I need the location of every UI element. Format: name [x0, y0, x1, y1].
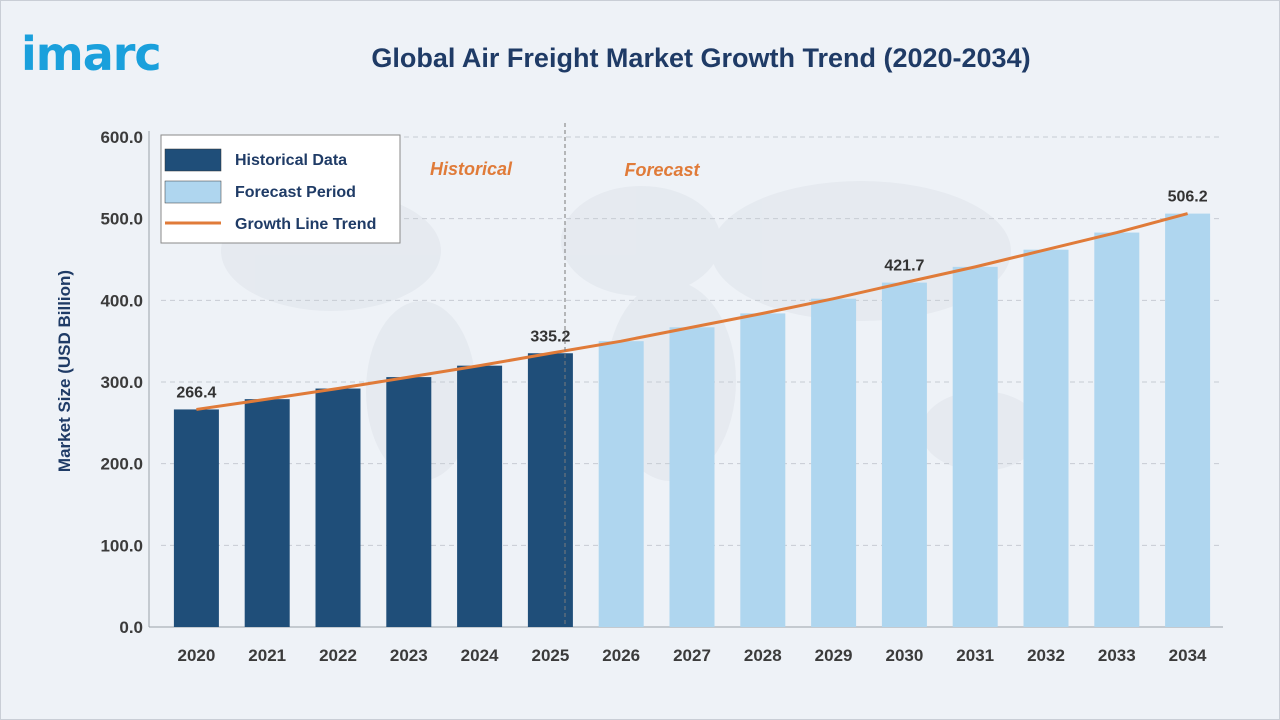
data-labels: 266.4 335.2 421.7 506.2: [176, 189, 1207, 402]
bar-forecast: [952, 266, 998, 627]
y-tick-label: 0.0: [119, 618, 143, 637]
historical-region-label: Historical: [430, 159, 513, 179]
bar-historical: [386, 377, 432, 627]
y-tick-label: 100.0: [100, 536, 143, 555]
legend-label-historical: Historical Data: [235, 152, 347, 169]
bar-historical: [527, 353, 573, 627]
imarc-logo: imarc: [21, 27, 162, 81]
x-tick-label: 2021: [248, 646, 286, 665]
y-tick-label: 500.0: [100, 210, 143, 229]
y-axis-title: Market Size (USD Billion): [55, 270, 74, 472]
data-label: 506.2: [1168, 189, 1208, 206]
bar-historical: [457, 365, 503, 627]
bar-historical: [244, 399, 290, 627]
y-tick-label: 300.0: [100, 373, 143, 392]
y-tick-label: 400.0: [100, 291, 143, 310]
legend-label-forecast: Forecast Period: [235, 184, 356, 201]
x-tick-label: 2020: [177, 646, 215, 665]
legend-label-trend: Growth Line Trend: [235, 216, 376, 233]
y-tick-label: 200.0: [100, 455, 143, 474]
x-tick-label: 2032: [1027, 646, 1065, 665]
data-label: 266.4: [176, 384, 216, 401]
bars: [173, 213, 1211, 628]
x-tick-label: 2034: [1169, 646, 1207, 665]
bar-forecast: [1165, 213, 1211, 627]
x-tick-label: 2030: [885, 646, 923, 665]
bar-historical: [315, 388, 361, 627]
x-tick-label: 2026: [602, 646, 640, 665]
x-axis: 2020 2021 2022 2023 2024 2025 2026 2027 2028 2029…: [177, 646, 1207, 665]
bar-forecast: [740, 313, 786, 627]
bar-forecast: [669, 327, 715, 627]
x-tick-label: 2023: [390, 646, 428, 665]
x-tick-label: 2027: [673, 646, 711, 665]
data-label: 335.2: [530, 328, 570, 345]
x-tick-label: 2029: [815, 646, 853, 665]
x-tick-label: 2022: [319, 646, 357, 665]
chart-title: Global Air Freight Market Growth Trend (…: [371, 43, 1031, 73]
growth-trend-line: [196, 212, 1188, 411]
bar-forecast: [1094, 232, 1140, 628]
bar-forecast: [1023, 249, 1069, 627]
legend-swatch-historical: [164, 148, 222, 172]
x-tick-label: 2031: [956, 646, 994, 665]
x-tick-label: 2025: [531, 646, 569, 665]
bar-historical: [173, 409, 219, 627]
bar-forecast: [881, 282, 927, 627]
bar-forecast: [811, 298, 857, 627]
x-tick-label: 2028: [744, 646, 782, 665]
forecast-region-label: Forecast: [624, 160, 700, 180]
data-label: 421.7: [884, 258, 924, 275]
legend-swatch-forecast: [164, 180, 222, 204]
x-tick-label: 2024: [461, 646, 499, 665]
x-tick-label: 2033: [1098, 646, 1136, 665]
bar-forecast: [598, 341, 644, 627]
y-tick-label: 600.0: [100, 128, 143, 147]
trend-line-group: [196, 212, 1188, 411]
legend: Historical Data Forecast Period Growth L…: [160, 134, 401, 244]
